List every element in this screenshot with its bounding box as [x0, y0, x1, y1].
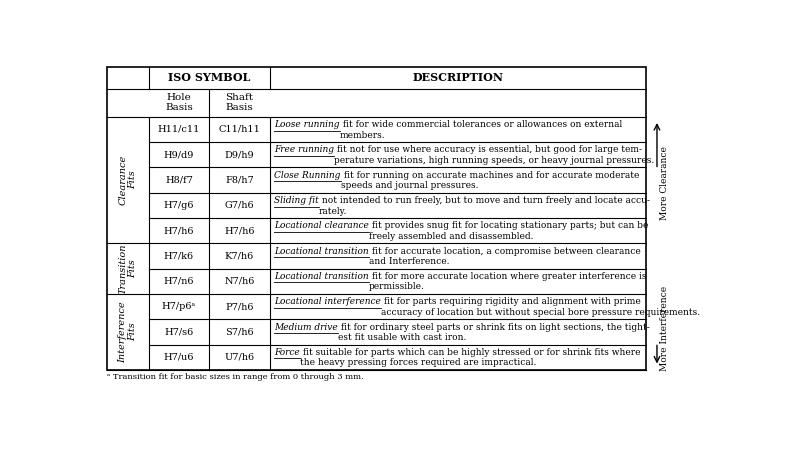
- Text: Interference
Fits: Interference Fits: [118, 301, 137, 363]
- Text: U7/h6: U7/h6: [224, 353, 255, 362]
- Text: G7/h6: G7/h6: [225, 201, 255, 210]
- Text: More Interference: More Interference: [660, 286, 669, 371]
- Text: H7/h6: H7/h6: [164, 226, 194, 235]
- Text: DESCRIPTION: DESCRIPTION: [413, 72, 504, 83]
- Text: Locational interference: Locational interference: [275, 298, 381, 306]
- Text: ᵃ Transition fit for basic sizes in range from 0 through 3 mm.: ᵃ Transition fit for basic sizes in rang…: [107, 374, 364, 381]
- Text: fit for ordinary steel parts or shrink fits on light sections, the tight-
est fi: fit for ordinary steel parts or shrink f…: [338, 323, 650, 342]
- Text: fit suitable for parts which can be highly stressed or for shrink fits where
the: fit suitable for parts which can be high…: [300, 348, 641, 368]
- Text: Sliding fit: Sliding fit: [275, 196, 319, 205]
- Text: fit for running on accurate machines and for accurate moderate
speeds and journa: fit for running on accurate machines and…: [341, 171, 639, 190]
- Text: fit provides snug fit for locating stationary parts; but can be
freely assembled: fit provides snug fit for locating stati…: [369, 222, 649, 241]
- Text: Shaft
Basis: Shaft Basis: [226, 93, 254, 112]
- Text: Locational transition: Locational transition: [275, 247, 369, 256]
- Text: fit for wide commercial tolerances or allowances on external
members.: fit for wide commercial tolerances or al…: [340, 120, 622, 140]
- Text: H7/h6: H7/h6: [224, 226, 255, 235]
- Text: H7/n6: H7/n6: [164, 277, 194, 286]
- Text: N7/h6: N7/h6: [224, 277, 255, 286]
- Text: H7/s6: H7/s6: [164, 328, 194, 336]
- Text: H7/p6ᵃ: H7/p6ᵃ: [162, 302, 196, 311]
- Text: Force: Force: [275, 348, 300, 357]
- Text: fit for accurate location, a compromise between clearance
and Interference.: fit for accurate location, a compromise …: [369, 247, 641, 266]
- Text: H7/g6: H7/g6: [164, 201, 194, 210]
- Text: P7/h6: P7/h6: [225, 302, 254, 311]
- Text: ISO SYMBOL: ISO SYMBOL: [168, 72, 251, 83]
- Text: F8/h7: F8/h7: [225, 176, 254, 184]
- Text: H8/f7: H8/f7: [165, 176, 193, 184]
- Text: K7/h6: K7/h6: [225, 252, 254, 260]
- Text: H7/u6: H7/u6: [164, 353, 194, 362]
- Text: D9/h9: D9/h9: [225, 150, 255, 159]
- Text: Transition
Fits: Transition Fits: [118, 243, 137, 294]
- Text: not intended to run freely, but to move and turn freely and locate accu-
rately.: not intended to run freely, but to move …: [319, 196, 650, 216]
- Text: H9/d9: H9/d9: [164, 150, 194, 159]
- Text: fit not for use where accuracy is essential, but good for large tem-
perature va: fit not for use where accuracy is essent…: [334, 146, 654, 165]
- Text: fit for parts requiring rigidity and alignment with prime
accuracy of location b: fit for parts requiring rigidity and ali…: [381, 298, 700, 317]
- Text: Free running: Free running: [275, 146, 334, 154]
- Text: Locational transition: Locational transition: [275, 272, 369, 281]
- Text: Medium drive: Medium drive: [275, 323, 338, 332]
- Text: Locational clearance: Locational clearance: [275, 222, 369, 230]
- Text: fit for more accurate location where greater interference is
permissible.: fit for more accurate location where gre…: [369, 272, 646, 292]
- Text: More Clearance: More Clearance: [660, 147, 669, 220]
- Text: H11/c11: H11/c11: [158, 125, 200, 134]
- Text: Hole
Basis: Hole Basis: [165, 93, 193, 112]
- Text: Close Running: Close Running: [275, 171, 341, 180]
- Text: Loose running: Loose running: [275, 120, 340, 129]
- Text: H7/k6: H7/k6: [164, 252, 194, 260]
- Text: C11/h11: C11/h11: [219, 125, 260, 134]
- Text: Clearance
Fits: Clearance Fits: [118, 155, 137, 205]
- Text: S7/h6: S7/h6: [225, 328, 254, 336]
